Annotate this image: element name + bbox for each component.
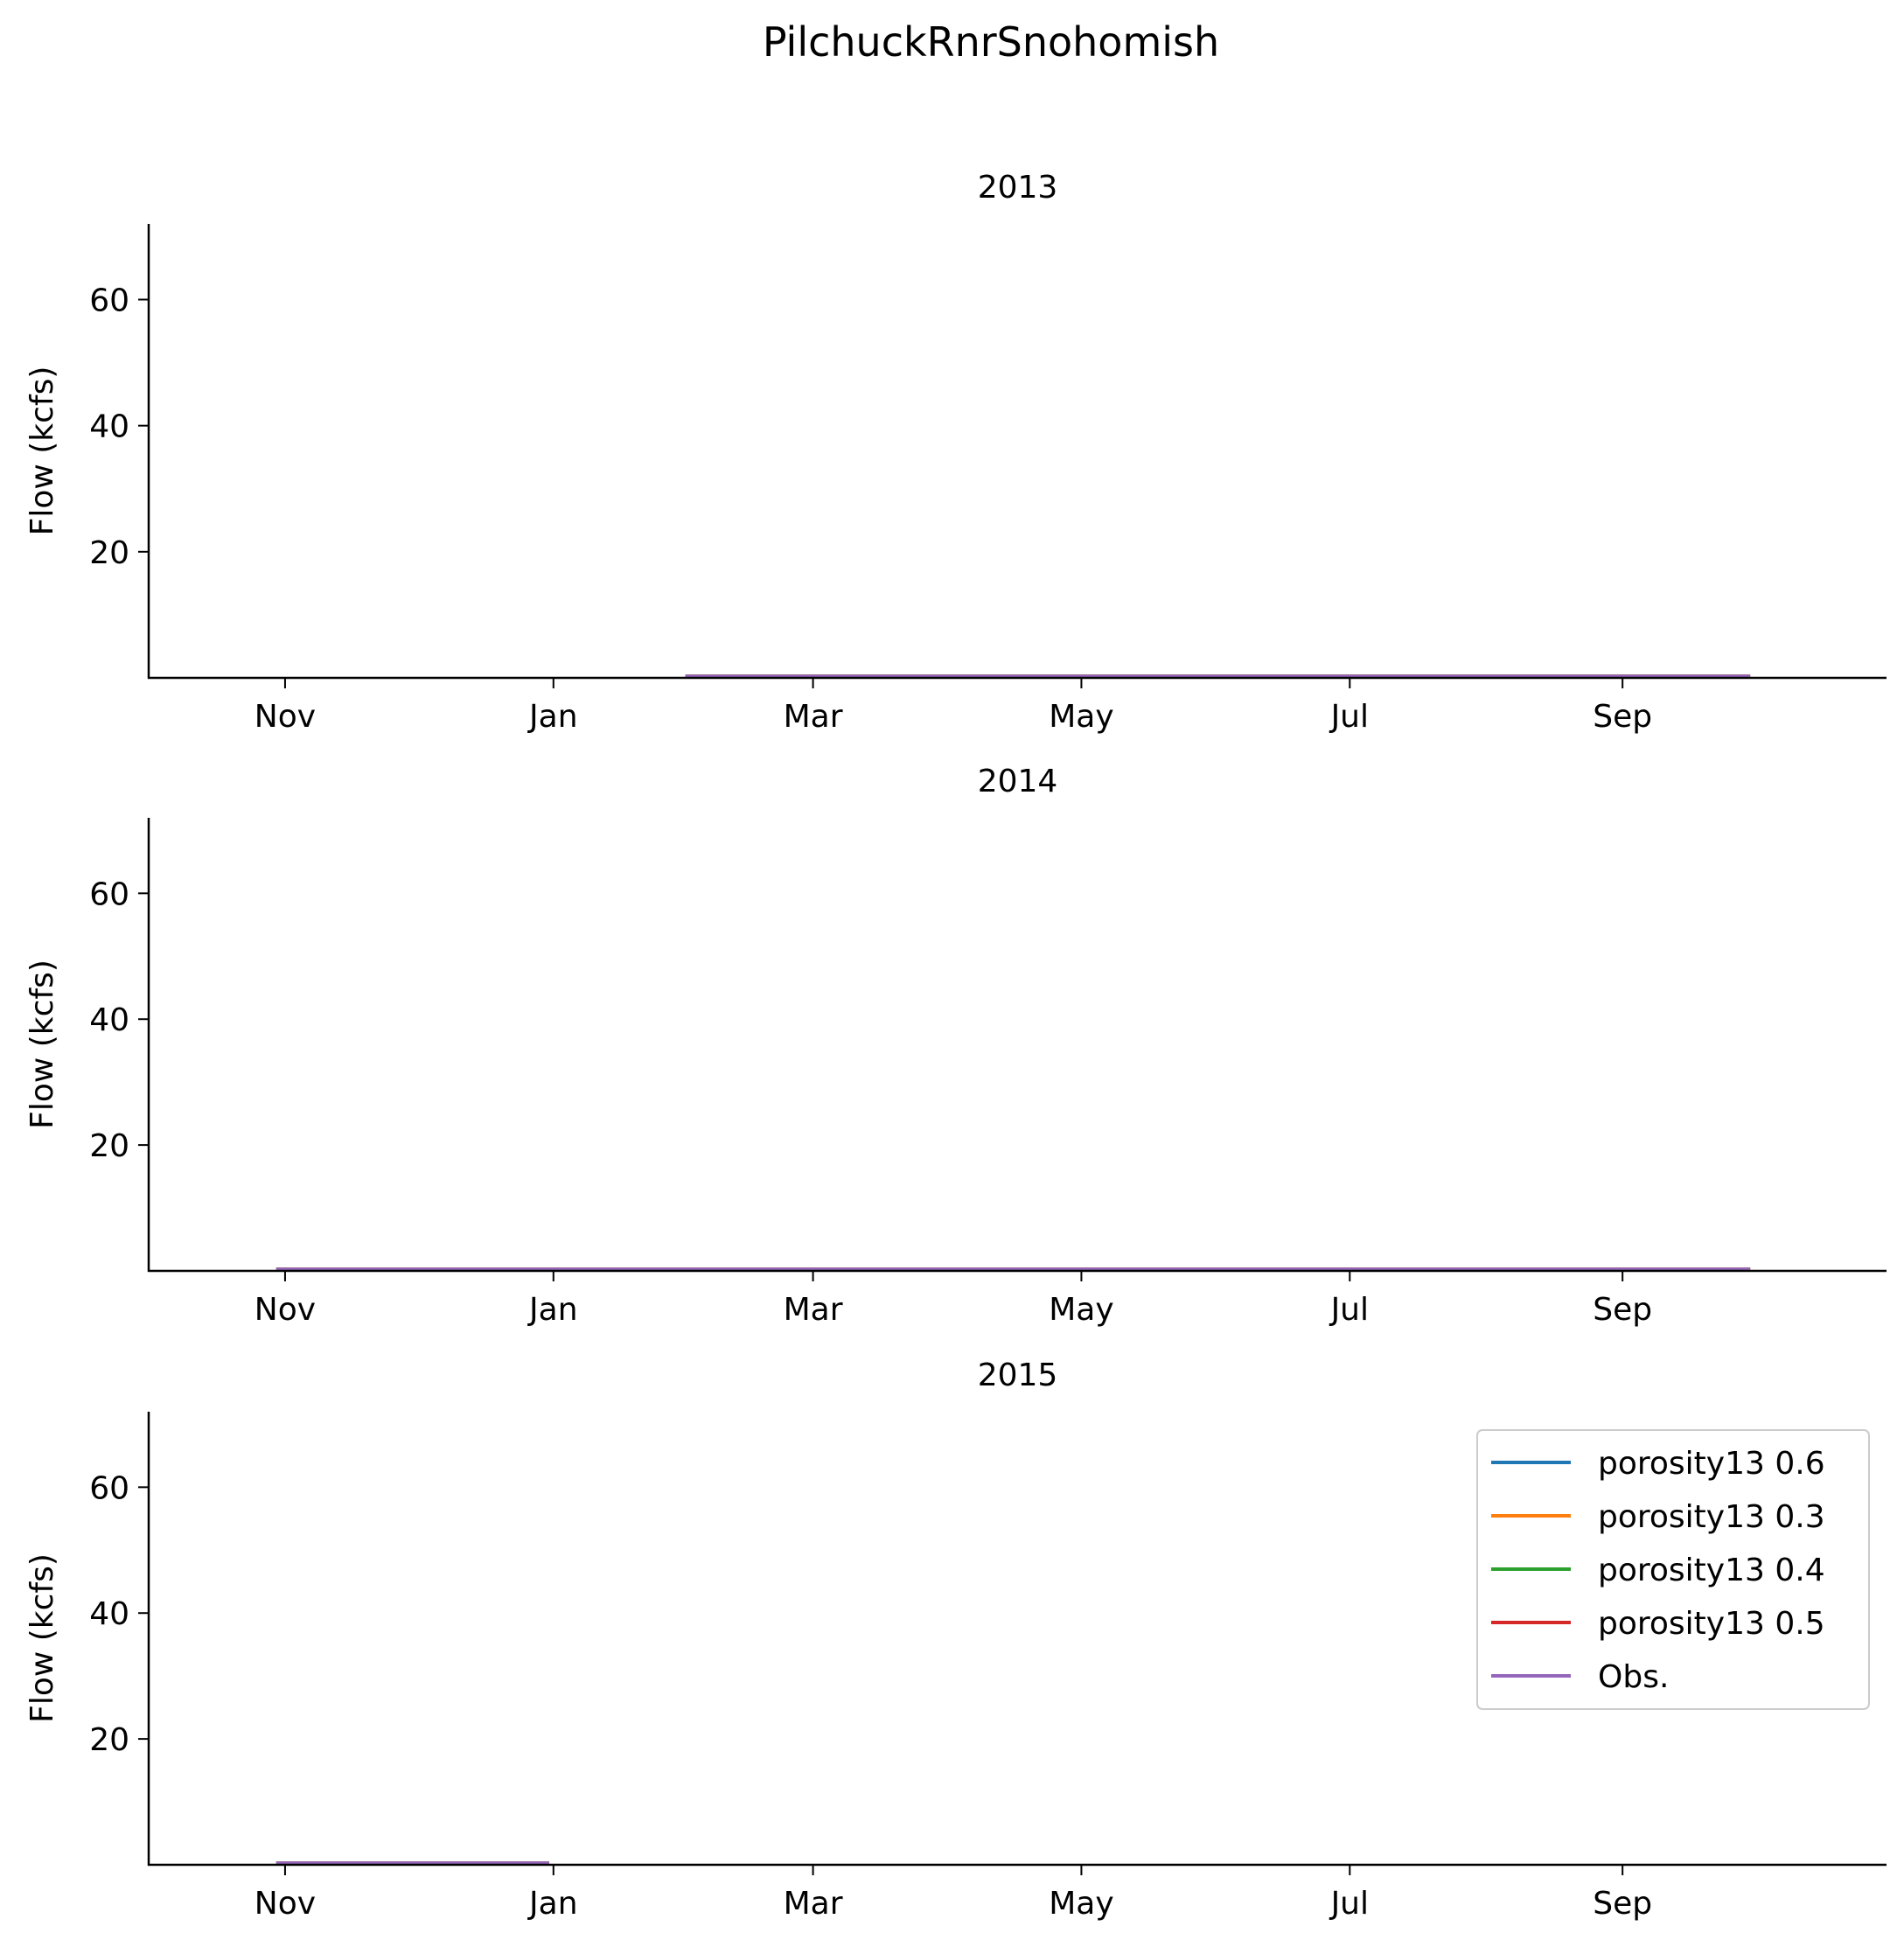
subplot-2014: 2014 20 40 60 Nov Jan Mar May Jul Sep Flow (kcfs) — [24, 764, 1887, 1328]
x-tick-label: Mar — [784, 1886, 843, 1922]
x-tick-label: May — [1049, 1292, 1113, 1328]
subplot-title: 2014 — [978, 764, 1058, 799]
legend-entry-label: porosity13 0.4 — [1598, 1553, 1825, 1588]
legend-entry-label: porosity13 0.3 — [1598, 1499, 1825, 1535]
y-tick-label: 60 — [89, 283, 129, 319]
y-tick-label: 20 — [89, 535, 129, 571]
y-tick-label: 20 — [89, 1128, 129, 1164]
y-tick-label: 40 — [89, 409, 129, 445]
x-tick-label: Sep — [1593, 699, 1652, 735]
y-tick-label: 40 — [89, 1002, 129, 1038]
x-tick-label: Jan — [527, 1292, 578, 1328]
subplot-title: 2013 — [978, 170, 1058, 206]
y-tick-label: 60 — [89, 876, 129, 912]
x-tick-label: Jan — [527, 1886, 578, 1922]
x-tick-label: May — [1049, 699, 1113, 735]
subplot-2013: 2013 20 40 60 Nov Jan Mar May Jul Sep Flow (kcfs) — [24, 170, 1887, 735]
x-tick-label: Sep — [1593, 1292, 1652, 1328]
y-tick-label: 40 — [89, 1596, 129, 1632]
y-tick-label: 60 — [89, 1470, 129, 1506]
y-axis-label: Flow (kcfs) — [24, 960, 60, 1129]
legend-entry-label: Obs. — [1598, 1659, 1669, 1695]
figure-title: PilchuckRnrSnohomish — [763, 18, 1219, 66]
x-tick-label: Jan — [527, 699, 578, 735]
y-tick-label: 20 — [89, 1722, 129, 1758]
x-tick-label: Jul — [1329, 1292, 1369, 1328]
subplot-2015: 2015 20 40 60 Nov Jan Mar May Jul Sep Flow (kcfs) p… — [24, 1357, 1887, 1922]
legend-entry-label: porosity13 0.5 — [1598, 1606, 1825, 1642]
x-tick-label: Mar — [784, 699, 843, 735]
legend-frame — [1476, 1429, 1870, 1710]
x-tick-label: Jul — [1329, 1886, 1369, 1922]
x-tick-label: Sep — [1593, 1886, 1652, 1922]
x-tick-label: May — [1049, 1886, 1113, 1922]
y-axis-label: Flow (kcfs) — [24, 1553, 60, 1723]
x-tick-label: Jul — [1329, 699, 1369, 735]
x-tick-label: Mar — [784, 1292, 843, 1328]
x-tick-label: Nov — [255, 1292, 316, 1328]
subplot-title: 2015 — [978, 1357, 1058, 1393]
x-tick-label: Nov — [255, 1886, 316, 1922]
x-tick-label: Nov — [255, 699, 316, 735]
legend: porosity13 0.6 porosity13 0.3 porosity13 0… — [1476, 1429, 1870, 1710]
legend-entry-label: porosity13 0.6 — [1598, 1446, 1825, 1482]
y-axis-label: Flow (kcfs) — [24, 366, 60, 536]
